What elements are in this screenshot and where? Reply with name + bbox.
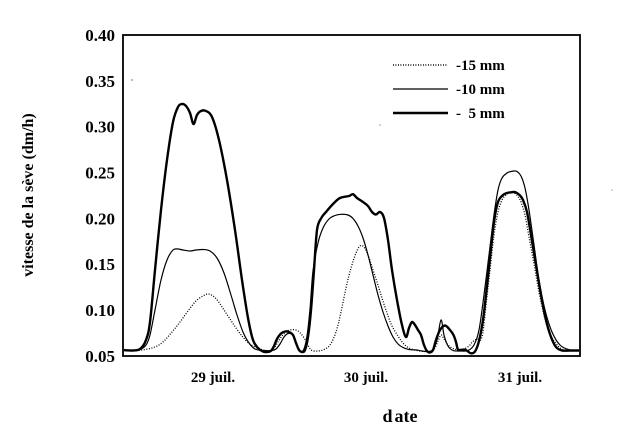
svg-text:0.15: 0.15	[85, 255, 115, 274]
svg-text:0.25: 0.25	[85, 164, 115, 183]
svg-text:29 juil.: 29 juil.	[191, 370, 235, 386]
svg-text:30 juil.: 30 juil.	[344, 370, 388, 386]
svg-text:0.30: 0.30	[85, 118, 115, 137]
svg-text:-15 mm: -15 mm	[456, 58, 505, 74]
svg-text:0.10: 0.10	[85, 301, 115, 320]
svg-text:0.35: 0.35	[85, 72, 115, 91]
svg-text:- 5 mm: - 5 mm	[456, 106, 505, 122]
svg-text:vitesse de la sève (dm/h): vitesse de la sève (dm/h)	[20, 113, 37, 277]
svg-text:0.20: 0.20	[85, 209, 115, 228]
svg-text:-10 mm: -10 mm	[456, 82, 505, 98]
svg-text:0.05: 0.05	[85, 347, 115, 366]
svg-text:0.40: 0.40	[85, 26, 115, 45]
svg-text:31 juil.: 31 juil.	[498, 370, 542, 386]
